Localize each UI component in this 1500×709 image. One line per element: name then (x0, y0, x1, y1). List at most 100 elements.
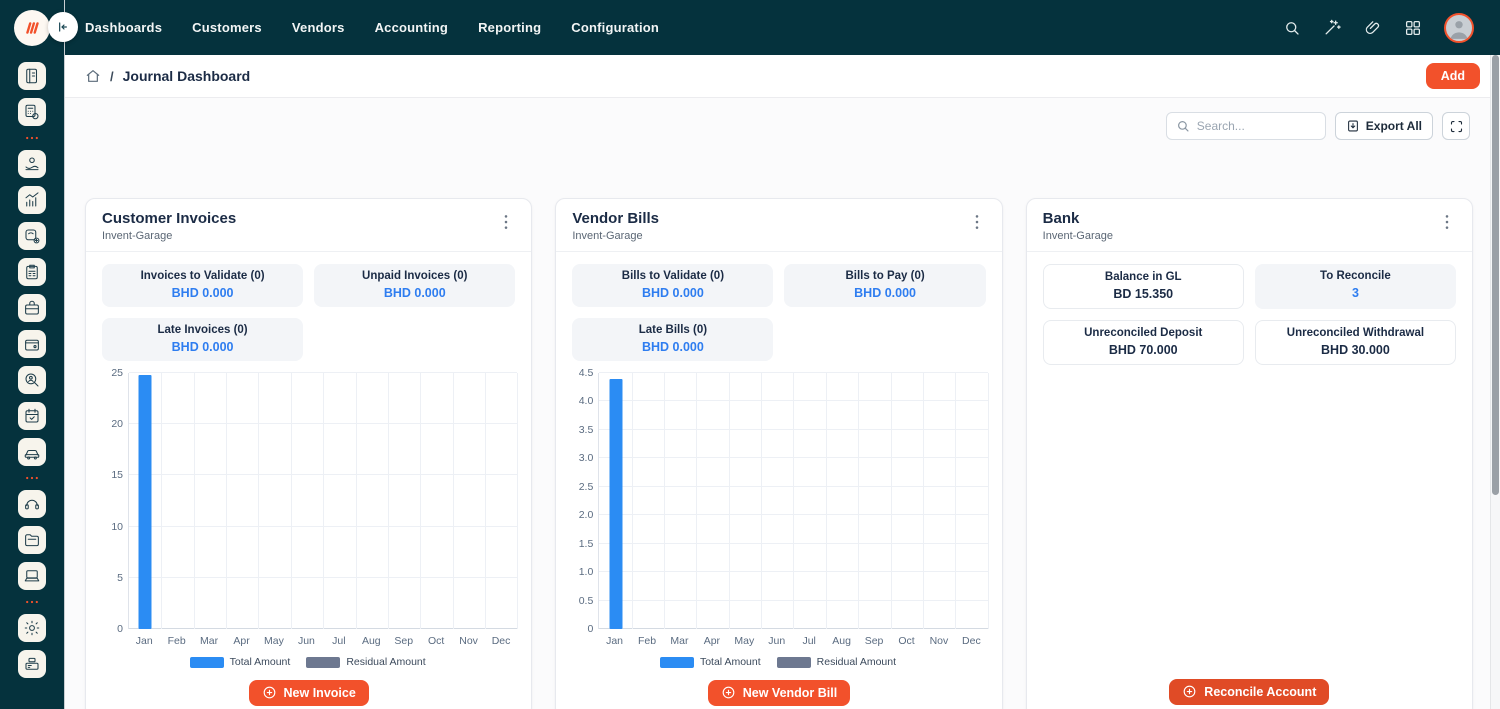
chart-legend: Total AmountResidual Amount (568, 656, 987, 668)
logo-mark-icon (21, 17, 43, 39)
bank-card: Bank Invent-Garage Balance in GL BD 15.3… (1026, 198, 1473, 709)
bar-total-amount (609, 379, 622, 629)
search-input[interactable] (1197, 119, 1316, 133)
nav-item-dashboards[interactable]: Dashboards (85, 20, 162, 35)
gridline-vertical (258, 373, 259, 629)
sidebar-item-cash-register[interactable] (18, 650, 46, 678)
stat-tile-unreconciled-deposit[interactable]: Unreconciled Deposit BHD 70.000 (1043, 320, 1244, 365)
sidebar-item-calendar-check[interactable] (18, 402, 46, 430)
x-axis-tick-label: Mar (663, 635, 695, 647)
sidebar-item-scale-plus[interactable] (18, 222, 46, 250)
search-button[interactable] (1283, 19, 1301, 37)
gridline-vertical (291, 373, 292, 629)
sidebar-item-folder-documents[interactable] (18, 526, 46, 554)
x-axis-tick-label: Jul (793, 635, 825, 647)
home-breadcrumb-button[interactable] (85, 68, 101, 84)
gridline-vertical (485, 373, 486, 629)
x-axis-tick-label: Aug (825, 635, 857, 647)
icon-sidebar (0, 0, 65, 709)
nav-item-configuration[interactable]: Configuration (571, 20, 659, 35)
gridline-vertical (858, 373, 859, 629)
sidebar-item-briefcase[interactable] (18, 294, 46, 322)
card-subtitle: Invent-Garage (572, 230, 659, 242)
card-menu-button[interactable] (1438, 210, 1456, 237)
nav-item-customers[interactable]: Customers (192, 20, 262, 35)
sidebar-item-journal-book[interactable] (18, 62, 46, 90)
legend-label: Total Amount (700, 656, 761, 668)
scrollbar-thumb[interactable] (1492, 55, 1499, 495)
y-axis-tick-label: 1.0 (565, 566, 593, 578)
y-axis-tick-label: 4.0 (565, 395, 593, 407)
apps-menu-button[interactable] (1404, 19, 1422, 37)
x-axis-tick-label: May (728, 635, 760, 647)
card-menu-button[interactable] (968, 210, 986, 237)
card-menu-button[interactable] (497, 210, 515, 237)
add-button[interactable]: Add (1426, 63, 1480, 89)
stat-tile-late-bills[interactable]: Late Bills (0) BHD 0.000 (572, 318, 773, 361)
stat-value: BHD 0.000 (320, 286, 509, 301)
stat-tile-bills-to-pay[interactable]: Bills to Pay (0) BHD 0.000 (784, 264, 985, 307)
gridline-vertical (761, 373, 762, 629)
x-axis-tick-label: Sep (858, 635, 890, 647)
stat-tile-to-reconcile[interactable]: To Reconcile 3 (1255, 264, 1456, 309)
stat-tile-late-invoices[interactable]: Late Invoices (0) BHD 0.000 (102, 318, 303, 361)
chart-plot-area: 00.51.01.52.02.53.03.54.04.5 (598, 373, 987, 629)
nav-item-accounting[interactable]: Accounting (375, 20, 449, 35)
stat-label: Unreconciled Withdrawal (1262, 326, 1449, 341)
nav-item-vendors[interactable]: Vendors (292, 20, 345, 35)
sidebar-item-laptop[interactable] (18, 562, 46, 590)
briefcase-icon (23, 299, 41, 317)
sidebar-item-growth-chart[interactable] (18, 186, 46, 214)
stat-tile-bills-to-validate[interactable]: Bills to Validate (0) BHD 0.000 (572, 264, 773, 307)
calendar-check-icon (23, 407, 41, 425)
stat-label: Unpaid Invoices (0) (320, 269, 509, 284)
sidebar-item-search-person[interactable] (18, 366, 46, 394)
stat-tile-balance-in-gl[interactable]: Balance in GL BD 15.350 (1043, 264, 1244, 309)
nav-item-reporting[interactable]: Reporting (478, 20, 541, 35)
sidebar-section-divider (24, 474, 40, 482)
sidebar-item-car[interactable] (18, 438, 46, 466)
stat-tile-invoices-to-validate[interactable]: Invoices to Validate (0) BHD 0.000 (102, 264, 303, 307)
sidebar-item-wallet-cash[interactable] (18, 330, 46, 358)
y-axis-tick-label: 0 (565, 623, 593, 635)
legend-swatch (306, 657, 340, 668)
reconcile-account-button[interactable]: Reconcile Account (1169, 679, 1329, 705)
sidebar-collapse-button[interactable] (48, 12, 78, 42)
sidebar-item-clipboard-calculator[interactable] (18, 258, 46, 286)
sidebar-item-hand-coins[interactable] (18, 150, 46, 178)
new-vendor-bill-label: New Vendor Bill (743, 686, 837, 700)
stat-label: Unreconciled Deposit (1050, 326, 1237, 341)
stat-value: BHD 0.000 (790, 286, 979, 301)
stat-label: Balance in GL (1050, 270, 1237, 285)
stat-value: BHD 0.000 (108, 286, 297, 301)
ai-assistant-button[interactable] (1323, 18, 1342, 37)
new-vendor-bill-button[interactable]: New Vendor Bill (708, 680, 850, 706)
search-field (1166, 112, 1326, 140)
fullscreen-button[interactable] (1442, 112, 1470, 140)
export-all-button[interactable]: Export All (1335, 112, 1433, 140)
attachments-button[interactable] (1364, 19, 1382, 37)
gridline-vertical (226, 373, 227, 629)
calculator-coin-icon (23, 103, 41, 121)
y-axis-tick-label: 5 (95, 572, 123, 584)
person-icon (1446, 15, 1472, 41)
new-invoice-button[interactable]: New Invoice (249, 680, 369, 706)
stat-value: BHD 0.000 (108, 340, 297, 355)
app-logo[interactable] (14, 10, 50, 46)
card-subtitle: Invent-Garage (102, 230, 236, 242)
sidebar-item-headset[interactable] (18, 490, 46, 518)
stat-label: Late Invoices (0) (108, 323, 297, 338)
sidebar-item-gear[interactable] (18, 614, 46, 642)
stat-tile-unpaid-invoices[interactable]: Unpaid Invoices (0) BHD 0.000 (314, 264, 515, 307)
sidebar-item-calculator-coin[interactable] (18, 98, 46, 126)
stat-tile-unreconciled-withdrawal[interactable]: Unreconciled Withdrawal BHD 30.000 (1255, 320, 1456, 365)
search-icon (1176, 119, 1190, 133)
card-subtitle: Invent-Garage (1043, 230, 1113, 242)
vertical-scrollbar (1490, 55, 1500, 709)
kebab-menu-icon (1440, 214, 1454, 230)
gear-icon (23, 619, 41, 637)
user-avatar[interactable] (1444, 13, 1474, 43)
card-footer: New Vendor Bill (556, 668, 1001, 709)
vendor-bills-card: Vendor Bills Invent-Garage Bills to Vali… (555, 198, 1002, 709)
x-axis-labels: JanFebMarAprMayJunJulAugSepOctNovDec (598, 635, 987, 647)
